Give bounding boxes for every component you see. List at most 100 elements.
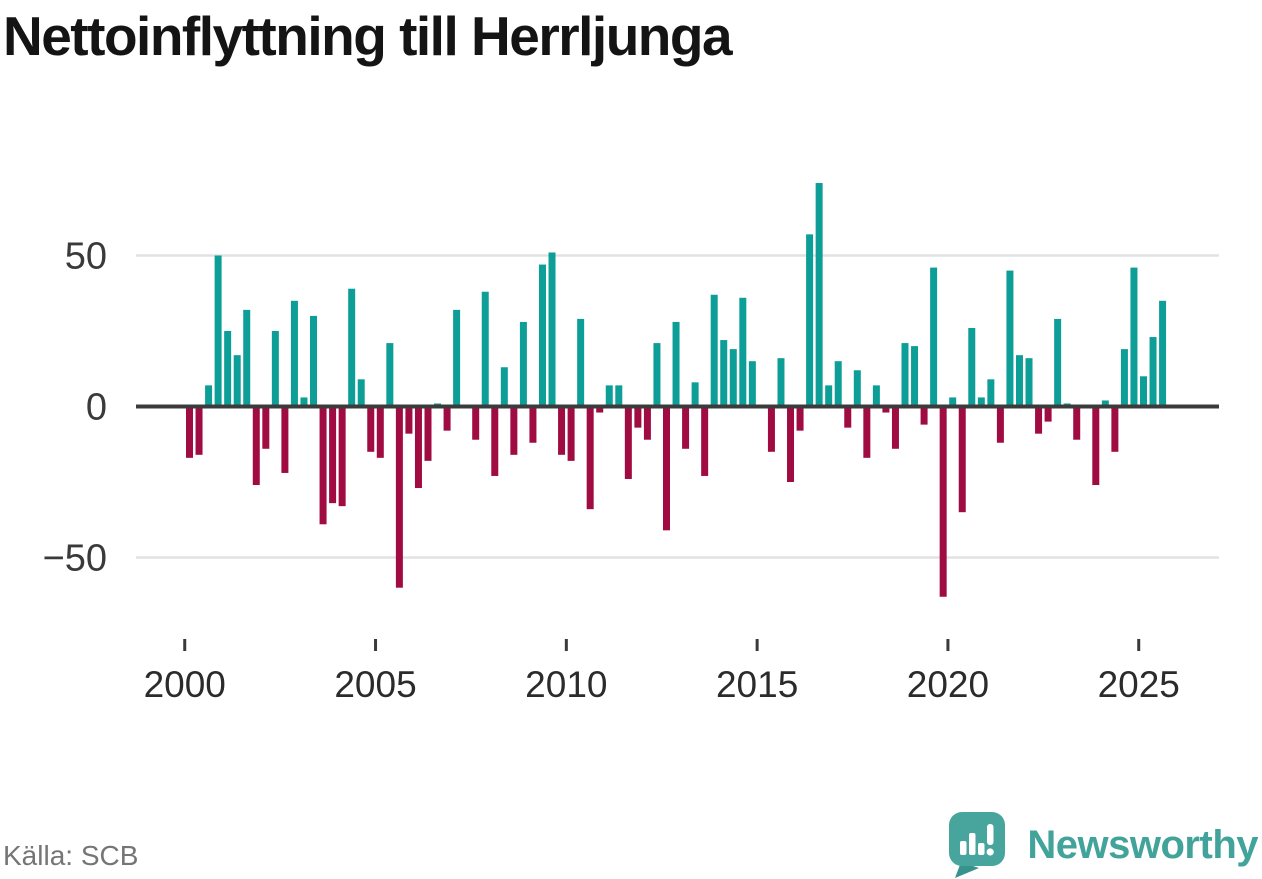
bar-2022Q3 xyxy=(1044,406,1052,422)
bar-2003Q1 xyxy=(300,397,308,407)
bar-2003Q3 xyxy=(319,406,327,525)
bar-2004Q1 xyxy=(338,406,346,507)
bar-2025Q3 xyxy=(1159,300,1167,407)
bar-2009Q4 xyxy=(558,406,566,455)
x-tick-label-2010: 2010 xyxy=(525,664,607,705)
y-tick-label--50: −50 xyxy=(43,538,107,580)
bar-2018Q1 xyxy=(872,385,880,407)
bar-2013Q2 xyxy=(691,382,699,407)
bar-2024Q4 xyxy=(1130,267,1138,407)
bar-2005Q4 xyxy=(405,406,413,434)
bar-2018Q4 xyxy=(901,343,909,407)
bar-2007Q3 xyxy=(472,406,480,440)
bar-2016Q1 xyxy=(796,406,804,431)
bar-2001Q2 xyxy=(233,355,241,407)
logo-bar-1 xyxy=(960,841,967,855)
bar-2023Q2 xyxy=(1073,406,1081,440)
bar-2012Q1 xyxy=(643,406,651,440)
bar-2020Q3 xyxy=(968,327,976,407)
bar-2005Q1 xyxy=(376,406,384,458)
bar-2024Q1 xyxy=(1101,400,1109,407)
bar-2001Q1 xyxy=(224,331,232,407)
bar-2015Q2 xyxy=(767,406,775,452)
bar-2002Q2 xyxy=(271,331,279,407)
x-tick-label-2015: 2015 xyxy=(716,664,798,705)
bar-2010Q2 xyxy=(577,318,585,407)
bar-2021Q1 xyxy=(987,379,995,407)
bar-2000Q4 xyxy=(214,255,222,407)
bar-2005Q2 xyxy=(386,343,394,407)
logo-bar-2 xyxy=(969,833,976,855)
bar-2010Q1 xyxy=(567,406,575,461)
x-tick-label-2025: 2025 xyxy=(1098,664,1180,705)
bar-2022Q4 xyxy=(1054,318,1062,407)
bar-2022Q1 xyxy=(1025,358,1033,407)
bar-2019Q3 xyxy=(930,267,938,407)
bar-2004Q4 xyxy=(367,406,375,452)
bar-2014Q4 xyxy=(748,361,756,407)
brand-logo: Newsworthy xyxy=(949,812,1258,878)
bar-2013Q4 xyxy=(710,294,718,407)
bar-2000Q1 xyxy=(186,406,193,458)
bar-2014Q3 xyxy=(739,297,747,407)
newsworthy-bubble-barchart-icon xyxy=(949,812,1006,878)
bar-2010Q4 xyxy=(596,406,604,413)
bar-2001Q3 xyxy=(243,309,251,407)
bar-2008Q2 xyxy=(500,367,508,407)
bar-2007Q1 xyxy=(453,309,461,407)
y-tick-label-0: 0 xyxy=(86,387,107,429)
bar-2014Q2 xyxy=(729,349,737,407)
logo-bar-3 xyxy=(978,843,985,855)
brand-wordmark: Newsworthy xyxy=(1027,823,1258,867)
bar-2003Q4 xyxy=(329,406,337,504)
bar-2021Q4 xyxy=(1015,355,1023,407)
bar-2012Q3 xyxy=(663,406,670,531)
bar-2021Q2 xyxy=(996,406,1004,443)
bar-2019Q2 xyxy=(920,406,928,425)
bar-2017Q1 xyxy=(834,361,842,407)
bar-2002Q3 xyxy=(281,406,289,473)
bar-2020Q1 xyxy=(949,397,957,407)
bar-2018Q2 xyxy=(882,406,890,413)
bar-2011Q2 xyxy=(615,385,623,407)
bar-2017Q2 xyxy=(844,406,852,428)
bar-2025Q1 xyxy=(1140,376,1147,407)
bar-2009Q2 xyxy=(538,264,546,407)
bar-2005Q3 xyxy=(395,406,403,588)
bar-2002Q1 xyxy=(262,406,270,449)
bar-2015Q4 xyxy=(787,406,795,482)
x-tick-label-2005: 2005 xyxy=(334,664,416,705)
bar-2019Q1 xyxy=(911,346,919,407)
bar-2008Q3 xyxy=(510,406,518,455)
bar-2004Q3 xyxy=(357,379,365,407)
bar-2009Q1 xyxy=(529,406,537,443)
bar-2018Q3 xyxy=(891,406,899,449)
bar-2015Q3 xyxy=(777,358,785,407)
logo-bubble-body xyxy=(949,812,1006,866)
bar-2006Q4 xyxy=(443,406,451,431)
bar-2004Q2 xyxy=(348,288,356,407)
bar-2025Q2 xyxy=(1149,337,1157,407)
bar-2019Q4 xyxy=(939,406,947,597)
y-tick-label-50: 50 xyxy=(65,236,107,278)
bar-2007Q4 xyxy=(481,291,489,407)
bar-2024Q3 xyxy=(1120,349,1128,407)
bar-2008Q4 xyxy=(519,321,527,407)
chart-title: Nettoinflyttning till Herrljunga xyxy=(3,5,733,67)
logo-exclamation-dot xyxy=(986,848,995,856)
bar-2024Q2 xyxy=(1111,406,1119,452)
bar-2000Q2 xyxy=(195,406,203,455)
bar-2016Q3 xyxy=(815,183,823,407)
bar-2020Q4 xyxy=(977,397,985,407)
bar-2010Q3 xyxy=(586,406,594,510)
bar-2011Q4 xyxy=(634,406,642,428)
bar-2013Q1 xyxy=(682,406,690,449)
logo-exclamation-stem xyxy=(987,824,994,845)
bar-2009Q3 xyxy=(548,252,556,407)
bar-2012Q2 xyxy=(653,343,661,407)
bar-2011Q1 xyxy=(605,385,613,407)
bar-2000Q3 xyxy=(205,385,213,407)
bar-2001Q4 xyxy=(252,406,260,486)
